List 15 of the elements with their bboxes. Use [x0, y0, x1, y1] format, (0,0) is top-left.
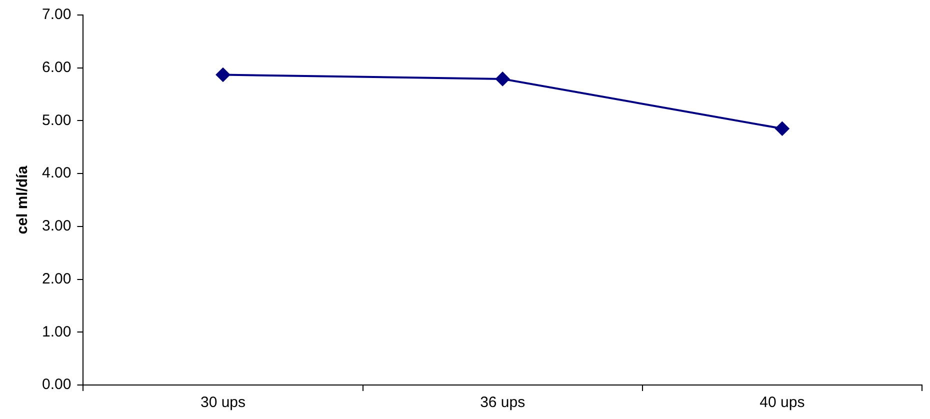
y-tick-label: 4.00: [42, 164, 72, 182]
y-tick-label: 0.00: [42, 376, 72, 394]
y-tick-label: 5.00: [42, 112, 72, 129]
y-tick-label: 1.00: [42, 323, 72, 340]
y-tick-label: 7.00: [42, 6, 72, 24]
y-tick-label: 6.00: [42, 59, 72, 76]
point: [216, 68, 230, 82]
point: [496, 72, 510, 86]
y-axis-title: cel ml/día: [14, 165, 32, 234]
point: [775, 122, 790, 136]
x-tick-label: 36 ups: [480, 394, 526, 412]
y-tick-label: 3.00: [42, 218, 72, 235]
y-tick-label: 2.00: [42, 270, 72, 288]
x-tick-label: 30 ups: [200, 394, 246, 412]
x-tick-label: 40 ups: [760, 394, 805, 412]
